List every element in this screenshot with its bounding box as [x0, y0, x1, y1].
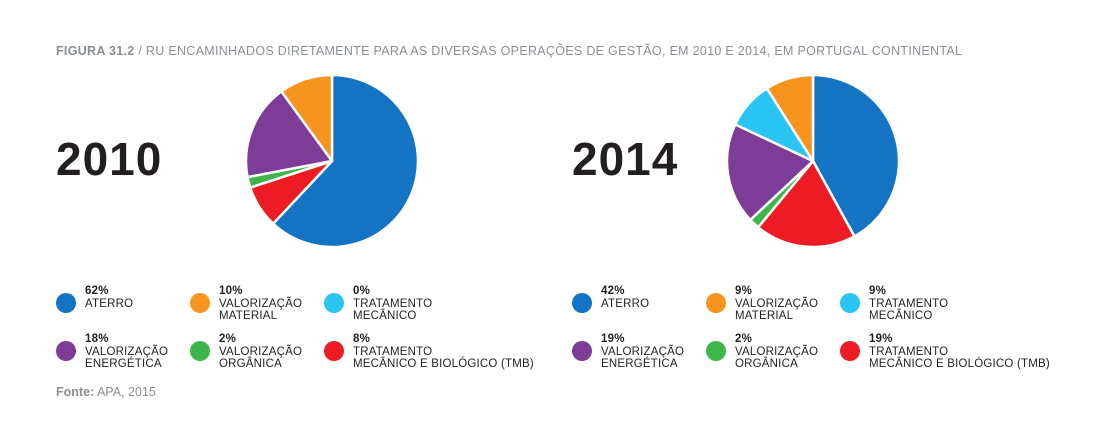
pie-slice-tmb	[756, 159, 856, 249]
legend-item-valorizacao-material: 9% VALORIZAÇÃO MATERIAL	[706, 285, 818, 323]
caption-separator: /	[134, 44, 146, 58]
legend-text: 18% VALORIZAÇÃO ENERGÉTICA	[85, 333, 168, 371]
legend-text: 42% ATERRO	[601, 285, 649, 310]
legend-item-tratamento-mecanico: 9% TRATAMENTO MECÂNICO	[840, 285, 948, 323]
legend-label: ATERRO	[601, 297, 650, 310]
legend-text: 9% TRATAMENTO MECÂNICO	[869, 285, 948, 323]
legend-label: VALORIZAÇÃO ENERGÉTICA	[601, 345, 685, 371]
legend-swatch	[56, 293, 76, 313]
legend-text: 62% ATERRO	[85, 285, 133, 310]
source-text: APA, 2015	[94, 385, 156, 399]
legend-item-valorizacao-organica: 2% VALORIZAÇÃO ORGÂNICA	[190, 333, 302, 371]
legend-label: ATERRO	[85, 297, 134, 310]
figure-number: FIGURA 31.2	[56, 44, 135, 58]
legend-swatch	[572, 341, 592, 361]
legend-swatch	[706, 293, 726, 313]
legend-item-valorizacao-organica: 2% VALORIZAÇÃO ORGÂNICA	[706, 333, 818, 371]
legend-label: TRATAMENTO MECÂNICO E BIOLÓGICO (TMB)	[353, 345, 534, 371]
legend-swatch	[324, 293, 344, 313]
year-title-2010: 2010	[56, 133, 163, 185]
legend-item-valorizacao-energetica: 19% VALORIZAÇÃO ENERGÉTICA	[572, 333, 684, 371]
legend-text: 2% VALORIZAÇÃO ORGÂNICA	[735, 333, 818, 371]
legend-label: VALORIZAÇÃO ENERGÉTICA	[85, 345, 169, 371]
legend-item-valorizacao-material: 10% VALORIZAÇÃO MATERIAL	[190, 285, 302, 323]
legend-label: VALORIZAÇÃO MATERIAL	[219, 297, 303, 323]
legend-text: 10% VALORIZAÇÃO MATERIAL	[219, 285, 302, 323]
pie-slice-valorizacao-energetica	[725, 123, 815, 222]
legend-percentage: 2%	[735, 333, 753, 345]
pie-slice-aterro	[271, 73, 420, 249]
legend-percentage: 19%	[601, 333, 625, 345]
pie-slice-valorizacao-material	[765, 73, 815, 163]
legend-percentage: 9%	[869, 285, 887, 297]
pie-chart-2010	[244, 73, 420, 249]
legend-swatch	[190, 293, 210, 313]
legend-percentage: 9%	[735, 285, 753, 297]
source-label: Fonte:	[56, 385, 95, 399]
legend-swatch	[190, 341, 210, 361]
legend-item-aterro: 42% ATERRO	[572, 285, 649, 313]
legend-percentage: 2%	[219, 333, 237, 345]
legend-swatch	[840, 293, 860, 313]
legend-swatch	[840, 341, 860, 361]
legend-swatch	[324, 341, 344, 361]
legend-text: 2% VALORIZAÇÃO ORGÂNICA	[219, 333, 302, 371]
legend-label: TRATAMENTO MECÂNICO	[869, 297, 949, 323]
pie-slice-valorizacao-material	[280, 73, 334, 163]
legend-swatch	[572, 293, 592, 313]
legend-percentage: 10%	[219, 285, 243, 297]
legend-label: VALORIZAÇÃO ORGÂNICA	[735, 345, 819, 371]
legend-text: 19% TRATAMENTO MECÂNICO E BIOLÓGICO (TMB)	[869, 333, 1050, 371]
legend-item-aterro: 62% ATERRO	[56, 285, 133, 313]
pie-chart-2014	[725, 73, 901, 249]
legend-label: TRATAMENTO MECÂNICO	[353, 297, 433, 323]
legend-percentage: 8%	[353, 333, 371, 345]
legend-item-tratamento-mecanico: 0% TRATAMENTO MECÂNICO	[324, 285, 432, 323]
pie-slice-valorizacao-energetica	[244, 90, 334, 179]
legend-item-valorizacao-energetica: 18% VALORIZAÇÃO ENERGÉTICA	[56, 333, 168, 371]
legend-text: 0% TRATAMENTO MECÂNICO	[353, 285, 432, 323]
legend-text: 19% VALORIZAÇÃO ENERGÉTICA	[601, 333, 684, 371]
caption-text: RU ENCAMINHADOS DIRETAMENTE PARA AS DIVE…	[145, 44, 963, 58]
legend-swatch	[706, 341, 726, 361]
legend-percentage: 19%	[869, 333, 893, 345]
year-title-2014: 2014	[572, 133, 679, 185]
legend-percentage: 42%	[601, 285, 625, 297]
legend-text: 8% TRATAMENTO MECÂNICO E BIOLÓGICO (TMB)	[353, 333, 534, 371]
legend-label: VALORIZAÇÃO ORGÂNICA	[219, 345, 303, 371]
legend-percentage: 0%	[353, 285, 371, 297]
legend-text: 9% VALORIZAÇÃO MATERIAL	[735, 285, 818, 323]
legend-item-tmb: 19% TRATAMENTO MECÂNICO E BIOLÓGICO (TMB)	[840, 333, 1050, 371]
legend-percentage: 62%	[85, 285, 109, 297]
source-note: Fonte: APA, 2015	[56, 385, 156, 399]
legend-item-tmb: 8% TRATAMENTO MECÂNICO E BIOLÓGICO (TMB)	[324, 333, 534, 371]
pie-slice-aterro	[811, 73, 901, 238]
legend-label: VALORIZAÇÃO MATERIAL	[735, 297, 819, 323]
legend-percentage: 18%	[85, 333, 109, 345]
figure-caption: FIGURA 31.2 / RU ENCAMINHADOS DIRETAMENT…	[56, 44, 962, 58]
legend-swatch	[56, 341, 76, 361]
legend-label: TRATAMENTO MECÂNICO E BIOLÓGICO (TMB)	[869, 345, 1050, 371]
